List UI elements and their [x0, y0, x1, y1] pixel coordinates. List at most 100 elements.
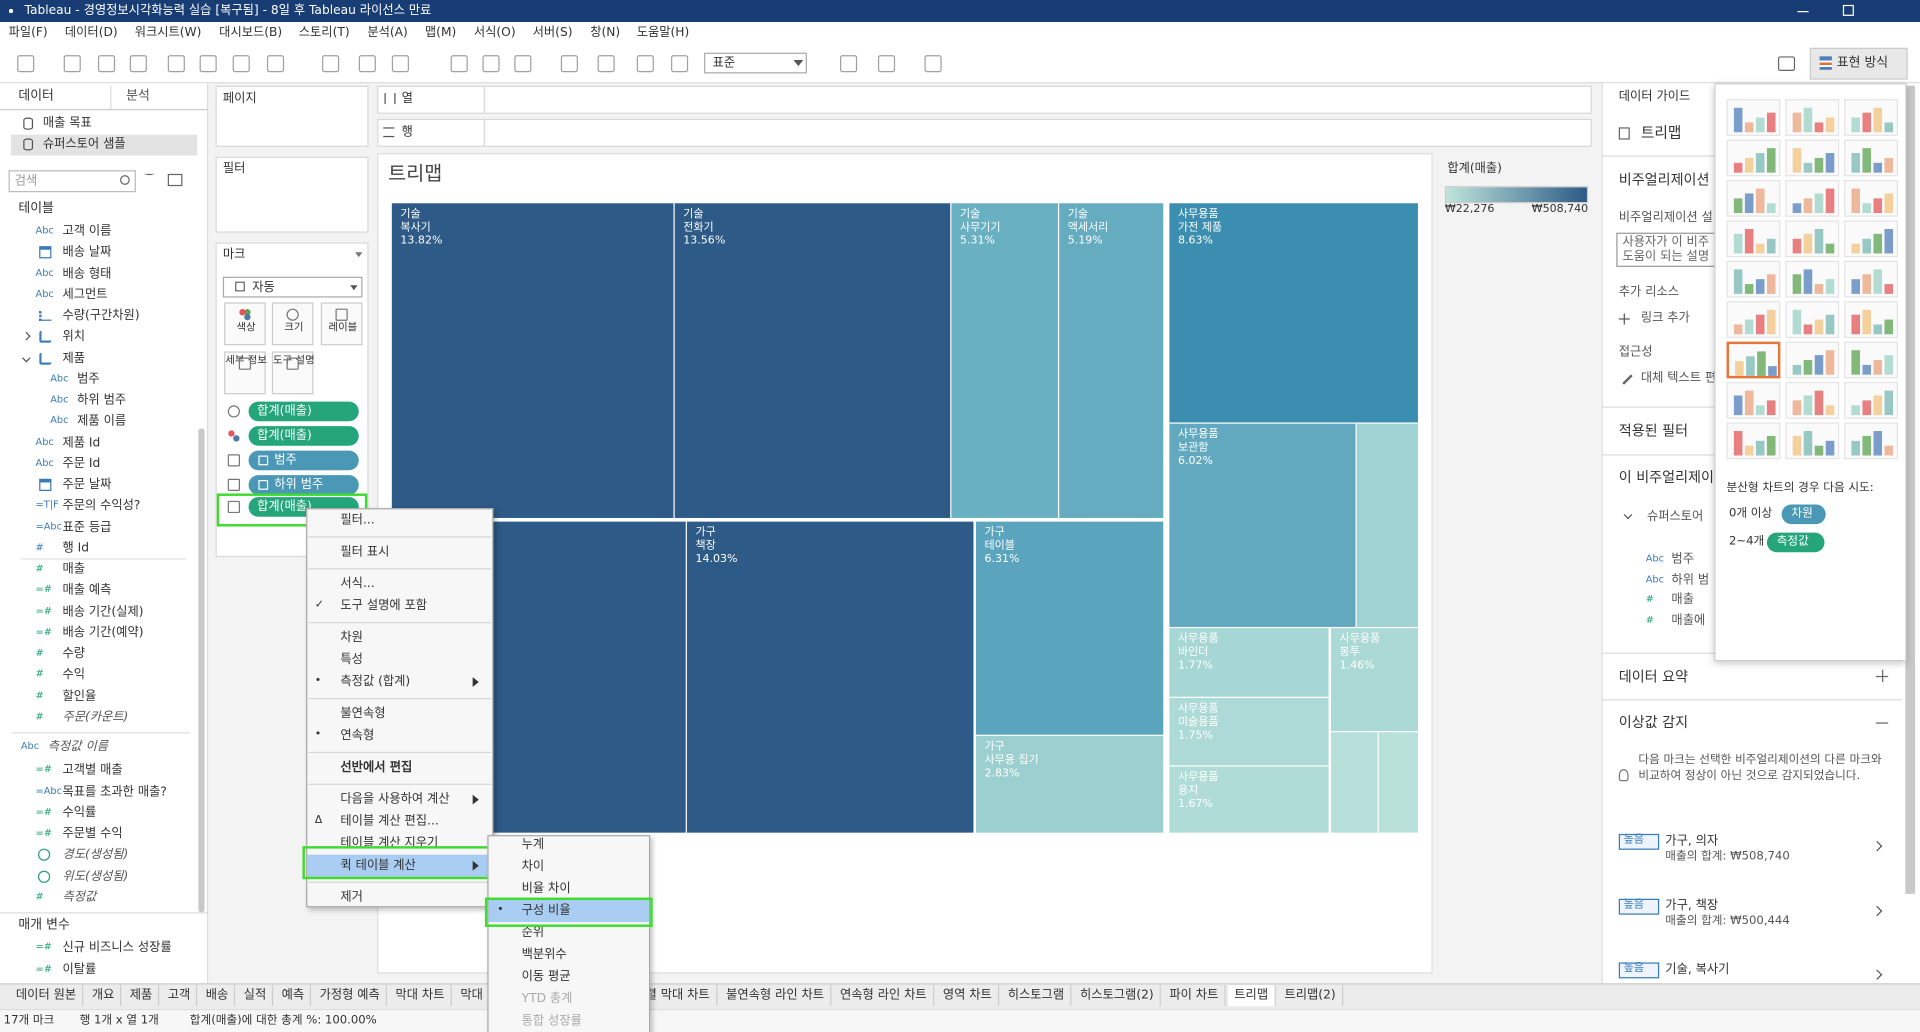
menu-item[interactable]: 선반에서 편집 — [340, 761, 413, 775]
expand[interactable] — [1875, 669, 1889, 683]
sheet-tab[interactable]: 히스토그램(2) — [1074, 985, 1162, 1006]
chart-thumbnail[interactable] — [1844, 260, 1898, 298]
chart-thumbnail[interactable] — [1844, 139, 1898, 177]
data-field[interactable]: 표준 등급 — [62, 520, 112, 534]
field-pill[interactable] — [248, 426, 359, 446]
data-field[interactable]: 신규 비즈니스 성장률 — [62, 941, 172, 955]
sheet-tab[interactable]: 제품 — [124, 985, 160, 1006]
menu-item[interactable]: 서버(S) — [532, 26, 573, 40]
data-field[interactable]: 위도(생성됨) — [62, 869, 129, 883]
menu-item[interactable]: 서식... — [340, 577, 375, 591]
menu-item[interactable]: 다음을 사용하여 계산 — [340, 792, 450, 807]
data-field[interactable]: 하위 범주 — [77, 393, 127, 408]
sheet-tab[interactable]: 트리맵(2) — [1278, 985, 1343, 1006]
field-pill[interactable] — [248, 401, 359, 422]
chart-thumbnail[interactable] — [1844, 422, 1898, 460]
sheet-tab[interactable]: 데이터 원본 — [10, 985, 84, 1006]
data-field[interactable]: 주문 날짜 — [62, 478, 112, 492]
menu-item[interactable]: 테이블 계산 편집... — [340, 814, 439, 829]
data-field[interactable]: 주문 Id — [62, 457, 101, 471]
data-field[interactable]: 매출 예측 — [62, 583, 112, 598]
data-field[interactable]: 고객 이름 — [62, 224, 112, 239]
chart-thumbnail[interactable] — [1785, 139, 1840, 177]
menu-item[interactable]: 필터... — [340, 513, 375, 528]
pane-tab[interactable]: 분석 — [126, 88, 150, 104]
menu-item[interactable]: 창(N) — [590, 26, 621, 40]
menu-item[interactable]: 파일(F) — [8, 26, 48, 40]
fit-dropdown[interactable] — [704, 52, 807, 74]
menu-item[interactable]: 서식(O) — [473, 26, 516, 40]
data-field[interactable]: 제품 Id — [62, 435, 101, 450]
mark-type[interactable] — [222, 276, 363, 298]
data-field[interactable]: 주문(카운트) — [62, 710, 129, 724]
chart-thumbnail[interactable] — [1726, 301, 1781, 338]
chart-thumbnail[interactable] — [1844, 180, 1898, 217]
data-field[interactable]: 배송 형태 — [62, 266, 112, 281]
data-field[interactable]: 주문의 수익성? — [62, 499, 141, 513]
chart-thumbnail[interactable] — [1785, 422, 1840, 460]
data-field[interactable]: 배송 기간(예약) — [62, 626, 144, 640]
data-field[interactable]: 고객별 매출 — [62, 763, 123, 778]
data-field[interactable]: 측정값 이름 — [47, 740, 108, 754]
menu-item[interactable]: 이동 평균 — [521, 970, 571, 984]
data-field[interactable]: 행 Id — [62, 541, 90, 556]
menu-item[interactable]: 워크시트(W) — [134, 26, 202, 40]
sheet-tab[interactable]: 파이 차트 — [1163, 985, 1226, 1006]
menu-item[interactable]: 순위 — [521, 926, 545, 940]
chart-thumbnail[interactable] — [1726, 180, 1781, 217]
chart-thumbnail[interactable] — [1785, 260, 1840, 298]
chart-thumbnail[interactable] — [1785, 99, 1840, 136]
chart-thumbnail[interactable] — [1844, 220, 1898, 258]
menu-item[interactable]: 분석(A) — [367, 26, 408, 40]
sheet-tab[interactable]: 병렬 막대 차트 — [628, 985, 718, 1006]
data-source[interactable]: 슈퍼스토어 샘플 — [42, 137, 126, 152]
data-field[interactable]: 제품 — [62, 351, 85, 365]
outlier-title[interactable]: 가구, 의자 — [1665, 834, 1719, 848]
data-field[interactable]: 범주 — [77, 372, 100, 387]
menu-item[interactable]: 누계 — [521, 838, 545, 852]
data-field[interactable]: 위치 — [62, 330, 85, 344]
data-field[interactable]: 수량 — [62, 647, 85, 661]
chart-thumbnail[interactable] — [1844, 301, 1898, 338]
data-field[interactable]: 할인율 — [62, 689, 97, 703]
chart-thumbnail[interactable] — [1785, 220, 1840, 258]
data-field[interactable]: 제품 이름 — [77, 414, 127, 429]
menu-item[interactable]: 구성 비율 — [521, 904, 571, 918]
data-field[interactable]: 목표를 초과한 매출? — [62, 784, 167, 799]
sheet-tab[interactable]: 예측 — [276, 985, 312, 1006]
chart-thumbnail[interactable] — [1844, 99, 1898, 136]
chart-thumbnail[interactable] — [1785, 341, 1840, 379]
chart-thumbnail[interactable] — [1844, 382, 1898, 419]
data-field[interactable]: 수량(구간차원) — [62, 309, 140, 323]
pane-tab[interactable]: 데이터 — [18, 88, 54, 104]
data-field[interactable]: 주문별 수익 — [62, 827, 123, 841]
menu-item[interactable]: 도구 설명에 포함 — [340, 599, 428, 613]
field-pill[interactable] — [248, 475, 359, 495]
guide-link[interactable]: 대체 텍스트 편 — [1640, 371, 1717, 386]
menu-item[interactable]: 백분위수 — [521, 948, 567, 962]
menu-item[interactable]: 도움말(H) — [636, 26, 690, 40]
data-field[interactable]: 배송 날짜 — [62, 245, 112, 260]
menu-item[interactable]: 맵(M) — [424, 26, 457, 40]
data-field[interactable]: 이탈률 — [62, 962, 97, 976]
collapse[interactable] — [192, 88, 204, 105]
menu-item[interactable]: 퀵 테이블 계산 — [340, 858, 416, 873]
field-pill[interactable] — [248, 450, 359, 471]
data-source[interactable]: 매출 목표 — [42, 116, 92, 131]
guide-link[interactable]: 링크 추가 — [1640, 311, 1690, 326]
outlier-title[interactable]: 기술, 복사기 — [1665, 963, 1730, 977]
menu-item[interactable]: 비율 차이 — [521, 882, 571, 896]
data-field[interactable]: 배송 기간(실제) — [62, 604, 144, 619]
sheet-tab[interactable]: 트리맵 — [1228, 985, 1276, 1006]
chart-thumbnail[interactable] — [1785, 180, 1840, 217]
collapse[interactable] — [1875, 722, 1889, 724]
sheet-tab[interactable]: 개요 — [86, 985, 122, 1006]
menu-item[interactable]: 연속형 — [340, 729, 375, 743]
data-field[interactable]: 매출 — [62, 562, 85, 577]
chart-thumbnail[interactable] — [1726, 382, 1781, 419]
sheet-tab[interactable]: 배송 — [200, 985, 236, 1006]
menu-item[interactable]: 스토리(T) — [298, 26, 350, 40]
menu-item[interactable]: 필터 표시 — [340, 545, 390, 559]
data-field[interactable]: 경도(생성됨) — [62, 848, 129, 862]
menu-item[interactable]: 대시보드(B) — [219, 26, 283, 40]
